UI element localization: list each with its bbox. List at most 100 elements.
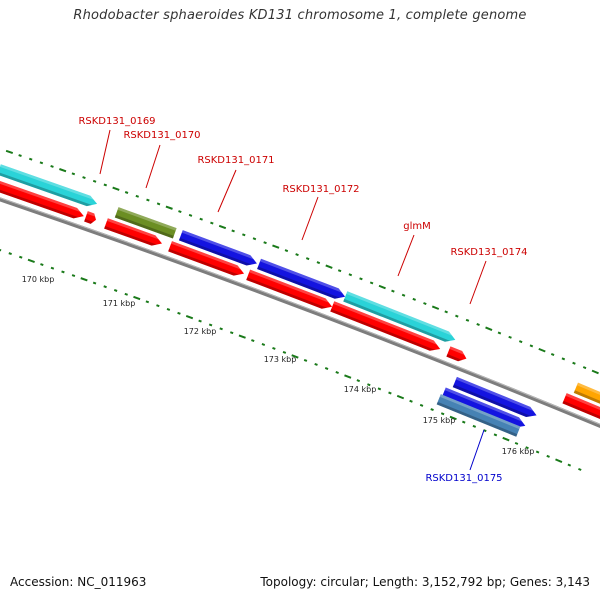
genome-backbone	[0, 197, 600, 429]
gene-label[interactable]: glmM	[403, 221, 431, 232]
scale-tick	[231, 229, 235, 233]
scale-tick	[291, 354, 299, 359]
scale-tick	[412, 297, 416, 301]
backbone-line	[0, 197, 600, 429]
scale-tick	[344, 374, 352, 379]
scale-tick	[550, 353, 555, 357]
scale-tick	[423, 302, 427, 306]
scale-tick	[229, 331, 234, 335]
scale-label: 170 kbp	[22, 275, 55, 284]
scale-tick	[359, 277, 363, 281]
scale-tick	[337, 269, 342, 273]
scale-tick	[449, 415, 457, 421]
feature-blue-0175a	[452, 376, 537, 418]
scale-tick	[419, 403, 424, 407]
leader-line	[397, 234, 415, 277]
scale-tick	[325, 264, 333, 269]
scale-tick	[465, 318, 470, 322]
map-title: Rhodobacter sphaeroides KD131 chromosome…	[73, 8, 527, 23]
scale-label: 175 kbp	[423, 416, 456, 425]
scale-tick	[80, 277, 88, 282]
scale-tick	[388, 391, 392, 395]
scale-tick	[156, 202, 161, 206]
scale-tick	[218, 224, 227, 230]
scale-label: 176 kbp	[502, 447, 535, 456]
scale-tick	[146, 198, 150, 202]
scale-tick	[40, 263, 44, 266]
scale-tick	[314, 362, 318, 366]
genome-summary-text: Topology: circular; Length: 3,152,792 bp…	[260, 575, 590, 589]
feature-cyan-0169	[0, 164, 98, 207]
accession-text: Accession: NC_011963	[10, 575, 147, 589]
scale-tick	[82, 176, 86, 179]
feature-cds-0172	[246, 269, 333, 309]
gene-label[interactable]: RSKD131_0171	[197, 155, 274, 166]
scale-tick	[518, 340, 523, 344]
scale-tick	[124, 292, 128, 296]
scale-tick	[305, 257, 310, 261]
scale-tick	[103, 285, 107, 289]
gene-label[interactable]: RSKD131_0169	[78, 116, 155, 127]
scale-tick	[61, 270, 65, 274]
feature-blue-0172	[257, 258, 346, 299]
scale-tick	[71, 274, 76, 278]
scale-tick	[59, 168, 67, 173]
scale-labels: 170 kbp 171 kbp 172 kbp 173 kbp 174 kbp 175 k…	[22, 275, 535, 456]
scale-tick	[303, 358, 308, 362]
scale-tick	[401, 293, 406, 297]
scale-tick	[431, 305, 440, 310]
scale-tick	[185, 315, 194, 320]
scale-tick	[535, 450, 540, 454]
leader-line	[469, 429, 485, 471]
scale-tick	[92, 281, 97, 285]
scale-label: 172 kbp	[184, 327, 217, 336]
scale-tick	[391, 289, 395, 293]
gene-labels: RSKD131_0169 RSKD131_0170 RSKD131_0171 RSKD…	[78, 116, 527, 484]
scale-tick	[198, 319, 202, 323]
scale-tick	[396, 394, 405, 400]
scale-tick	[348, 273, 353, 277]
gene-label[interactable]: RSKD131_0172	[282, 184, 359, 195]
outer-tick-track	[5, 149, 599, 375]
feature-track	[0, 164, 600, 437]
scale-label: 171 kbp	[103, 299, 136, 308]
feature-cds-small	[84, 211, 96, 224]
scale-tick	[166, 308, 171, 311]
leader-line	[301, 196, 319, 241]
gene-label[interactable]: RSKD131_0174	[450, 247, 527, 258]
feature-cds-0174	[446, 346, 467, 362]
scale-tick	[282, 350, 287, 354]
feature-cyan-glmM	[343, 291, 456, 342]
scale-tick	[238, 334, 246, 339]
scale-tick	[112, 186, 120, 191]
feature-cds-glmM	[330, 301, 441, 351]
scale-tick	[261, 343, 266, 346]
scale-tick	[50, 165, 54, 168]
gene-label[interactable]: RSKD131_0175	[425, 473, 502, 484]
leader-line	[99, 129, 111, 175]
scale-tick	[508, 335, 512, 339]
scale-tick	[124, 191, 129, 194]
leader-line	[145, 144, 161, 189]
feature-cds-0171	[168, 241, 245, 276]
feature-orange	[573, 382, 600, 408]
scale-tick	[525, 446, 529, 450]
inner-tick-track	[0, 248, 582, 471]
scale-tick	[356, 379, 361, 383]
scale-tick	[378, 284, 386, 290]
scale-tick	[335, 371, 339, 374]
scale-tick	[177, 311, 181, 315]
scale-tick	[455, 314, 459, 318]
scale-tick	[316, 261, 321, 265]
scale-tick	[28, 157, 33, 161]
scale-tick	[572, 361, 576, 365]
scale-tick	[367, 383, 371, 387]
scale-tick	[582, 366, 587, 370]
scale-tick	[546, 454, 550, 458]
scale-tick	[50, 266, 55, 270]
scale-tick	[252, 237, 257, 241]
feature-cds-0169	[0, 179, 84, 219]
gene-label[interactable]: RSKD131_0170	[123, 130, 200, 141]
scale-tick	[208, 323, 213, 327]
